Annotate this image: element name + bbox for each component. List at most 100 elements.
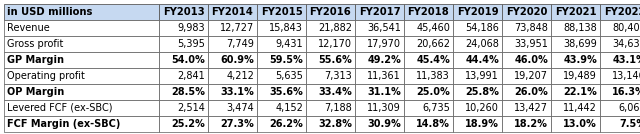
Bar bbox=[551, 4, 600, 20]
Text: in USD millions: in USD millions bbox=[7, 7, 92, 17]
Bar bbox=[4, 20, 159, 36]
Bar bbox=[551, 68, 600, 84]
Text: 26.0%: 26.0% bbox=[515, 87, 548, 97]
Bar bbox=[306, 116, 355, 132]
Bar bbox=[453, 68, 502, 84]
Text: 32.8%: 32.8% bbox=[318, 119, 352, 129]
Text: OP Margin: OP Margin bbox=[7, 87, 64, 97]
Bar bbox=[257, 20, 306, 36]
Bar bbox=[4, 4, 159, 20]
Bar bbox=[208, 4, 257, 20]
Text: 46.0%: 46.0% bbox=[515, 55, 548, 65]
Text: 7,188: 7,188 bbox=[324, 103, 352, 113]
Text: 88,138: 88,138 bbox=[563, 23, 597, 33]
Text: FY2017: FY2017 bbox=[358, 7, 400, 17]
Text: 33,951: 33,951 bbox=[514, 39, 548, 49]
Text: 36,541: 36,541 bbox=[367, 23, 401, 33]
Text: 12,727: 12,727 bbox=[220, 23, 254, 33]
Bar bbox=[355, 20, 404, 36]
Text: FY2020: FY2020 bbox=[506, 7, 547, 17]
Text: 59.5%: 59.5% bbox=[269, 55, 303, 65]
Text: 11,442: 11,442 bbox=[563, 103, 597, 113]
Text: 7.5%: 7.5% bbox=[619, 119, 640, 129]
Text: 44.4%: 44.4% bbox=[465, 55, 499, 65]
Text: 17,970: 17,970 bbox=[367, 39, 401, 49]
Text: GP Margin: GP Margin bbox=[7, 55, 64, 65]
Bar bbox=[159, 68, 208, 84]
Text: 28.5%: 28.5% bbox=[171, 87, 205, 97]
Bar bbox=[453, 100, 502, 116]
Text: FY2018: FY2018 bbox=[408, 7, 449, 17]
Text: 18.9%: 18.9% bbox=[465, 119, 499, 129]
Bar bbox=[257, 84, 306, 100]
Text: 35.6%: 35.6% bbox=[269, 87, 303, 97]
Bar bbox=[404, 4, 453, 20]
Bar bbox=[600, 20, 640, 36]
Bar bbox=[208, 36, 257, 52]
Bar bbox=[551, 116, 600, 132]
Bar bbox=[502, 100, 551, 116]
Bar bbox=[502, 52, 551, 68]
Bar bbox=[453, 36, 502, 52]
Bar bbox=[306, 36, 355, 52]
Text: 6,735: 6,735 bbox=[422, 103, 450, 113]
Bar bbox=[404, 84, 453, 100]
Bar bbox=[306, 52, 355, 68]
Text: 13.0%: 13.0% bbox=[563, 119, 597, 129]
Text: 7,749: 7,749 bbox=[226, 39, 254, 49]
Text: 18.2%: 18.2% bbox=[514, 119, 548, 129]
Text: 12,170: 12,170 bbox=[318, 39, 352, 49]
Text: 16.3%: 16.3% bbox=[612, 87, 640, 97]
Text: 13,991: 13,991 bbox=[465, 71, 499, 81]
Text: 54,186: 54,186 bbox=[465, 23, 499, 33]
Bar bbox=[404, 68, 453, 84]
Bar bbox=[159, 4, 208, 20]
Bar bbox=[551, 84, 600, 100]
Bar bbox=[600, 4, 640, 20]
Bar bbox=[4, 52, 159, 68]
Text: Gross profit: Gross profit bbox=[7, 39, 63, 49]
Bar bbox=[355, 68, 404, 84]
Text: 5,395: 5,395 bbox=[177, 39, 205, 49]
Bar bbox=[257, 52, 306, 68]
Bar bbox=[600, 100, 640, 116]
Bar bbox=[306, 68, 355, 84]
Text: 54.0%: 54.0% bbox=[172, 55, 205, 65]
Bar bbox=[453, 4, 502, 20]
Text: 80,405: 80,405 bbox=[612, 23, 640, 33]
Bar bbox=[502, 68, 551, 84]
Text: 24,068: 24,068 bbox=[465, 39, 499, 49]
Bar bbox=[4, 36, 159, 52]
Text: 11,309: 11,309 bbox=[367, 103, 401, 113]
Bar bbox=[453, 52, 502, 68]
Bar bbox=[404, 20, 453, 36]
Bar bbox=[159, 100, 208, 116]
Text: 21,882: 21,882 bbox=[318, 23, 352, 33]
Text: Levered FCF (ex-SBC): Levered FCF (ex-SBC) bbox=[7, 103, 113, 113]
Bar bbox=[208, 100, 257, 116]
Bar bbox=[600, 52, 640, 68]
Bar bbox=[306, 4, 355, 20]
Text: 4,152: 4,152 bbox=[275, 103, 303, 113]
Bar bbox=[600, 68, 640, 84]
Bar bbox=[355, 116, 404, 132]
Bar bbox=[600, 84, 640, 100]
Bar bbox=[159, 116, 208, 132]
Bar bbox=[453, 116, 502, 132]
Bar bbox=[208, 84, 257, 100]
Text: 43.9%: 43.9% bbox=[563, 55, 597, 65]
Text: 7,313: 7,313 bbox=[324, 71, 352, 81]
Text: 45.4%: 45.4% bbox=[416, 55, 450, 65]
Text: 25.8%: 25.8% bbox=[465, 87, 499, 97]
Text: 4,212: 4,212 bbox=[226, 71, 254, 81]
Text: 30.9%: 30.9% bbox=[367, 119, 401, 129]
Bar bbox=[355, 52, 404, 68]
Text: 38,699: 38,699 bbox=[563, 39, 597, 49]
Text: FY2022: FY2022 bbox=[604, 7, 640, 17]
Bar bbox=[257, 116, 306, 132]
Bar bbox=[208, 52, 257, 68]
Bar bbox=[306, 20, 355, 36]
Text: 34,634: 34,634 bbox=[612, 39, 640, 49]
Text: FY2013: FY2013 bbox=[163, 7, 204, 17]
Text: 19,489: 19,489 bbox=[563, 71, 597, 81]
